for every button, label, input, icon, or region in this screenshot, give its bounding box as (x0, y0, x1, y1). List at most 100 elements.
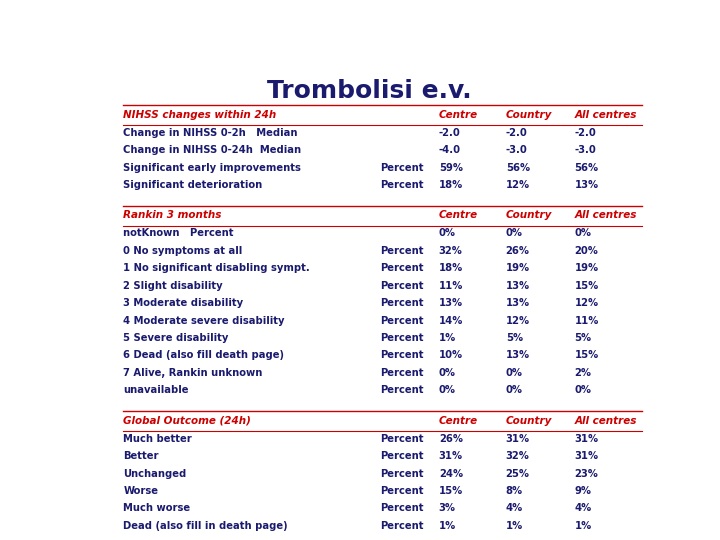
Text: All centres: All centres (575, 416, 636, 426)
Text: 5%: 5% (575, 333, 591, 343)
Text: -2.0: -2.0 (575, 127, 596, 138)
Text: 1%: 1% (438, 333, 456, 343)
Text: Percent: Percent (380, 281, 423, 291)
Text: 56%: 56% (505, 163, 530, 172)
Text: Better: Better (124, 451, 159, 461)
Text: 7 Alive, Rankin unknown: 7 Alive, Rankin unknown (124, 368, 263, 378)
Text: Percent: Percent (380, 333, 423, 343)
Text: Percent: Percent (380, 350, 423, 361)
Text: 10%: 10% (438, 350, 463, 361)
Text: 13%: 13% (505, 298, 530, 308)
Text: Centre: Centre (438, 110, 478, 120)
Text: Percent: Percent (380, 315, 423, 326)
Text: -3.0: -3.0 (575, 145, 596, 155)
Text: 5 Severe disability: 5 Severe disability (124, 333, 229, 343)
Text: 15%: 15% (575, 350, 598, 361)
Text: 26%: 26% (505, 246, 530, 255)
Text: Percent: Percent (380, 451, 423, 461)
Text: 3%: 3% (438, 503, 456, 514)
Text: 1%: 1% (505, 521, 523, 531)
Text: 2 Slight disability: 2 Slight disability (124, 281, 223, 291)
Text: -4.0: -4.0 (438, 145, 461, 155)
Text: 31%: 31% (575, 434, 598, 444)
Text: 5%: 5% (505, 333, 523, 343)
Text: 4%: 4% (505, 503, 523, 514)
Text: Dead (also fill in death page): Dead (also fill in death page) (124, 521, 288, 531)
Text: 13%: 13% (575, 180, 598, 190)
Text: 11%: 11% (438, 281, 463, 291)
Text: Percent: Percent (380, 486, 423, 496)
Text: 20%: 20% (575, 246, 598, 255)
Text: 11%: 11% (575, 315, 599, 326)
Text: Percent: Percent (380, 246, 423, 255)
Text: 14%: 14% (438, 315, 463, 326)
Text: All centres: All centres (575, 110, 636, 120)
Text: 25%: 25% (505, 469, 530, 478)
Text: 13%: 13% (438, 298, 463, 308)
Text: Percent: Percent (380, 298, 423, 308)
Text: 18%: 18% (438, 263, 463, 273)
Text: 13%: 13% (505, 350, 530, 361)
Text: 15%: 15% (575, 281, 598, 291)
Text: 31%: 31% (438, 451, 463, 461)
Text: Percent: Percent (380, 434, 423, 444)
Text: 0%: 0% (505, 386, 523, 395)
Text: Global Outcome (24h): Global Outcome (24h) (124, 416, 251, 426)
Text: 3 Moderate disability: 3 Moderate disability (124, 298, 243, 308)
Text: Percent: Percent (380, 163, 423, 172)
Text: 59%: 59% (438, 163, 463, 172)
Text: 0%: 0% (575, 228, 591, 238)
Text: 1%: 1% (575, 521, 592, 531)
Text: -2.0: -2.0 (505, 127, 528, 138)
Text: 32%: 32% (505, 451, 530, 461)
Text: Percent: Percent (380, 503, 423, 514)
Text: Percent: Percent (380, 469, 423, 478)
Text: 19%: 19% (505, 263, 530, 273)
Text: All centres: All centres (575, 211, 636, 220)
Text: Percent: Percent (380, 263, 423, 273)
Text: 12%: 12% (575, 298, 598, 308)
Text: 0 No symptoms at all: 0 No symptoms at all (124, 246, 243, 255)
Text: Unchanged: Unchanged (124, 469, 186, 478)
Text: 6 Dead (also fill death page): 6 Dead (also fill death page) (124, 350, 284, 361)
Text: Significant deterioration: Significant deterioration (124, 180, 263, 190)
Text: Worse: Worse (124, 486, 158, 496)
Text: 32%: 32% (438, 246, 463, 255)
Text: -2.0: -2.0 (438, 127, 461, 138)
Text: Rankin 3 months: Rankin 3 months (124, 211, 222, 220)
Text: 26%: 26% (438, 434, 463, 444)
Text: Percent: Percent (380, 180, 423, 190)
Text: 0%: 0% (438, 368, 456, 378)
Text: Trombolisi e.v.: Trombolisi e.v. (266, 79, 472, 103)
Text: 18%: 18% (438, 180, 463, 190)
Text: Percent: Percent (380, 386, 423, 395)
Text: Percent: Percent (380, 521, 423, 531)
Text: 12%: 12% (505, 315, 530, 326)
Text: notKnown   Percent: notKnown Percent (124, 228, 234, 238)
Text: Country: Country (505, 416, 552, 426)
Text: unavailable: unavailable (124, 386, 189, 395)
Text: Centre: Centre (438, 211, 478, 220)
Text: 2%: 2% (575, 368, 591, 378)
Text: Much better: Much better (124, 434, 192, 444)
Text: Country: Country (505, 110, 552, 120)
Text: 4%: 4% (575, 503, 592, 514)
Text: Percent: Percent (380, 368, 423, 378)
Text: 19%: 19% (575, 263, 598, 273)
Text: -3.0: -3.0 (505, 145, 528, 155)
Text: 0%: 0% (575, 386, 591, 395)
Text: 0%: 0% (438, 386, 456, 395)
Text: 0%: 0% (438, 228, 456, 238)
Text: 0%: 0% (505, 368, 523, 378)
Text: 1%: 1% (438, 521, 456, 531)
Text: 1 No significant disabling sympt.: 1 No significant disabling sympt. (124, 263, 310, 273)
Text: 23%: 23% (575, 469, 598, 478)
Text: 9%: 9% (575, 486, 591, 496)
Text: 56%: 56% (575, 163, 598, 172)
Text: Significant early improvements: Significant early improvements (124, 163, 302, 172)
Text: 13%: 13% (505, 281, 530, 291)
Text: 15%: 15% (438, 486, 463, 496)
Text: Country: Country (505, 211, 552, 220)
Text: Much worse: Much worse (124, 503, 191, 514)
Text: Change in NIHSS 0-24h  Median: Change in NIHSS 0-24h Median (124, 145, 302, 155)
